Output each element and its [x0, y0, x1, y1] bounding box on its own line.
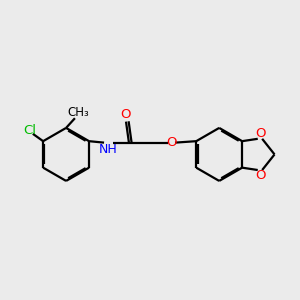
- Text: O: O: [121, 109, 131, 122]
- Text: O: O: [255, 127, 266, 140]
- Text: NH: NH: [99, 142, 118, 156]
- Text: Cl: Cl: [23, 124, 36, 137]
- Text: O: O: [166, 136, 177, 149]
- Text: O: O: [255, 169, 266, 182]
- Text: CH₃: CH₃: [67, 106, 89, 119]
